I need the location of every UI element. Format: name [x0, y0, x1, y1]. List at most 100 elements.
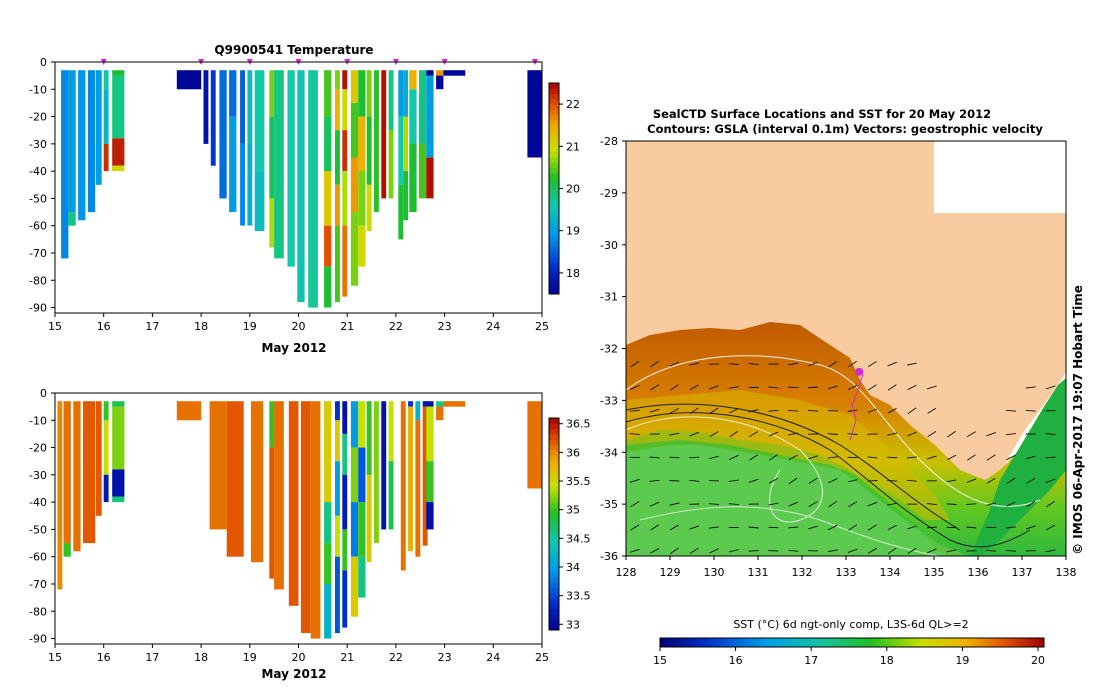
- vector-112: [867, 456, 878, 459]
- imos-credit: © IMOS 06-Apr-2017 19:07 Hobart Time: [1071, 285, 1085, 555]
- salinity-xtick-label-5: 20: [292, 651, 306, 664]
- sst-colorbar: [659, 637, 1045, 648]
- vector-11: [649, 408, 660, 413]
- salinity-cbar-tick-label-5: 34: [566, 561, 580, 574]
- temperature-ytick-label-6: -60: [29, 220, 47, 233]
- vector-49: [729, 454, 739, 461]
- temperature-cell-32-0: [419, 70, 427, 144]
- salinity-cell-24-1: [388, 461, 394, 530]
- vector-160: [986, 549, 997, 552]
- temperature-cell-18-0: [297, 70, 305, 303]
- map-lon-label-4: 132: [792, 566, 813, 579]
- temperature-cell-12-0: [240, 70, 245, 144]
- vector-19: [670, 384, 679, 391]
- salinity-colorbar-segment-16: [549, 539, 559, 546]
- salinity-cell-23-0: [381, 401, 387, 530]
- vector-168: [1025, 386, 1036, 389]
- temperature-cell-22-2: [342, 130, 348, 172]
- temperature-colorbar-segment-30: [549, 130, 559, 137]
- temperature-cell-20-1: [324, 116, 332, 172]
- temperature-cell-28-1: [388, 130, 394, 199]
- gsla-contour-2: [626, 416, 823, 523]
- salinity-cell-20-1: [358, 447, 366, 503]
- vector-121: [887, 456, 898, 459]
- salinity-cell-19-3: [350, 556, 359, 617]
- vector-178: [1045, 433, 1056, 436]
- temperature-xtick-label-3: 18: [194, 320, 208, 333]
- vector-3: [629, 433, 640, 436]
- salinity-cell-1-0: [63, 401, 71, 544]
- vector-25: [669, 524, 679, 531]
- vector-161: [1005, 409, 1017, 412]
- vector-183: [1045, 549, 1056, 553]
- map-title-line1: SealCTD Surface Locations and SST for 20…: [653, 107, 991, 121]
- salinity-cell-17-3: [335, 515, 340, 557]
- temperature-cell-22-3: [342, 171, 348, 226]
- temperature-cell-1-1: [68, 212, 76, 226]
- salinity-cbar-tick-label-1: 36: [566, 446, 580, 459]
- temperature-cell-11-0: [229, 70, 237, 117]
- temperature-cell-23-0: [350, 70, 359, 103]
- vector-54: [748, 363, 759, 365]
- salinity-xlabel: May 2012: [261, 667, 326, 681]
- temperature-cell-36-0: [527, 70, 542, 158]
- temperature-cell-26-0: [374, 70, 379, 213]
- temperature-colorbar-segment-9: [549, 241, 559, 248]
- vector-151: [966, 478, 977, 484]
- vector-69: [768, 502, 779, 506]
- salinity-colorbar-segment-36: [549, 433, 559, 440]
- temperature-cell-21-4: [335, 225, 340, 303]
- temperature-xtick-label-0: 15: [48, 320, 62, 333]
- vector-181: [1046, 500, 1055, 508]
- map-lon-label-0: 128: [616, 566, 637, 579]
- vector-79: [788, 526, 799, 529]
- salinity-xtick-label-3: 18: [194, 651, 208, 664]
- temperature-ytick-label-4: -40: [29, 165, 47, 178]
- temperature-cell-25-2: [366, 184, 372, 232]
- temperature-cell-23-1: [350, 102, 359, 158]
- map-lat-label-7: -35: [600, 498, 618, 511]
- sst-cbar-tick-label-3: 18: [880, 654, 894, 667]
- temperature-cell-13-0: [247, 70, 253, 144]
- salinity-xtick-label-8: 23: [438, 651, 452, 664]
- vector-44: [709, 548, 719, 554]
- salinity-cell-11-0: [269, 401, 275, 448]
- temperature-cell-19-0: [308, 70, 318, 308]
- temperature-colorbar-segment-37: [549, 93, 559, 100]
- bight-coast: [626, 141, 934, 358]
- vector-101: [847, 409, 858, 412]
- temperature-cell-20-2: [324, 171, 332, 226]
- vector-78: [788, 501, 798, 507]
- temperature-colorbar-segment-10: [549, 235, 559, 242]
- temperature-colorbar-segment-19: [549, 188, 559, 195]
- temperature-cell-27-0: [381, 70, 387, 199]
- vector-128: [907, 407, 917, 414]
- salinity-colorbar-segment-26: [549, 486, 559, 493]
- vector-59: [748, 478, 759, 483]
- vector-0: [630, 360, 640, 368]
- temperature-cell-30-0: [403, 70, 409, 117]
- salinity-cell-21-1: [366, 474, 372, 563]
- temperature-cell-11-1: [229, 116, 237, 213]
- salinity-cell-16-1: [324, 502, 332, 543]
- salinity-colorbar-segment-22: [549, 508, 559, 514]
- vector-94: [827, 456, 838, 459]
- temperature-colorbar-segment-26: [549, 151, 559, 158]
- salinity-colorbar-segment-5: [549, 598, 559, 604]
- salinity-cell-25-0: [400, 401, 406, 571]
- sst-colorbar-ticks: 15 16 17 18 19 20: [653, 647, 1045, 667]
- salinity-cell-20-3: [358, 556, 366, 598]
- vector-137: [927, 431, 937, 438]
- map-lat-label-3: -31: [600, 291, 618, 304]
- temperature-cell-21-0: [335, 70, 340, 90]
- salinity-xtick-label-6: 21: [340, 651, 354, 664]
- temperature-xtick-label-7: 22: [389, 320, 403, 333]
- vector-77: [788, 477, 798, 484]
- vector-133: [907, 525, 917, 530]
- salinity-cell-18-0: [342, 401, 348, 434]
- temperature-colorbar-segment-22: [549, 172, 559, 179]
- temperature-cell-5-2: [103, 143, 109, 172]
- vector-2: [629, 409, 640, 412]
- salinity-cell-26-0: [408, 401, 413, 407]
- vector-144: [946, 454, 957, 461]
